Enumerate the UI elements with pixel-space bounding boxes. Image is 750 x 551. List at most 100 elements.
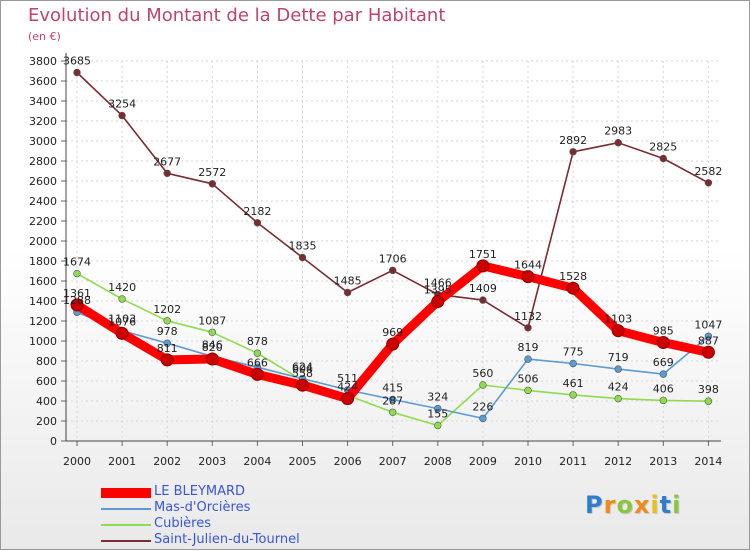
y-tick-label: 2800 [29,155,57,168]
data-point [614,139,622,147]
data-label: 226 [472,400,493,413]
data-label: 1395 [424,284,452,297]
data-point [434,421,442,430]
data-label: 1835 [289,240,317,253]
data-point [524,355,532,363]
data-point [569,391,577,399]
y-tick-label: 1200 [29,315,57,328]
legend-label: Mas-d'Orcières [154,500,251,515]
x-tick-label: 2002 [153,455,181,468]
data-label: 287 [382,394,403,407]
data-label: 461 [563,377,584,390]
x-tick-label: 2012 [604,455,632,468]
x-tick-label: 2006 [334,455,362,468]
data-label: 669 [653,356,674,369]
data-point [73,68,81,77]
data-label: 1751 [469,248,497,261]
data-label: 406 [653,382,674,395]
data-point [118,111,126,120]
data-point [431,295,445,308]
data-point [659,154,667,163]
data-point [163,339,171,347]
data-label: 2983 [604,125,632,138]
data-point [704,179,713,187]
data-label: 1485 [334,275,362,288]
data-point [569,359,577,368]
data-label: 415 [382,382,403,395]
data-point [253,219,262,227]
data-point [343,288,352,297]
data-label: 1288 [63,294,91,307]
data-label: 775 [563,346,584,359]
data-point [614,365,622,373]
data-label: 398 [698,383,719,396]
data-point [163,317,171,325]
data-label: 3685 [63,55,91,68]
data-label: 819 [518,341,539,354]
x-tick-label: 2005 [289,455,317,468]
series-line-saint-julien-du-tournel [76,71,710,329]
x-tick-label: 2014 [694,455,722,468]
data-label: 506 [518,372,539,385]
x-tick-label: 2011 [559,455,587,468]
data-point [386,337,400,351]
data-point [389,266,397,275]
data-point [656,336,670,349]
data-point [389,408,397,416]
data-label: 887 [698,334,719,347]
legend-swatch [101,524,151,526]
data-label: 1706 [379,252,407,265]
legend-swatch [101,540,151,542]
data-point [160,353,174,367]
data-label: 1103 [108,313,136,326]
data-point [704,332,713,340]
y-tick-label: 2200 [29,215,57,228]
y-tick-label: 200 [36,415,57,428]
data-label: 978 [157,325,178,338]
legend-label: Cubières [154,516,212,531]
data-point [389,395,397,404]
data-point [704,397,713,405]
data-point [569,148,577,156]
data-label: 666 [247,356,268,369]
data-label: 424 [608,381,629,394]
data-label: 424 [337,381,358,394]
data-point [614,394,622,403]
y-tick-label: 800 [36,355,57,368]
data-point [566,281,580,295]
data-label: 1420 [108,281,136,294]
legend-label: LE BLEYMARD [154,484,246,499]
data-label: 560 [472,367,493,380]
data-label: 1409 [469,282,497,295]
data-point [479,414,487,423]
data-label: 1644 [514,259,542,272]
data-point [479,296,487,304]
y-tick-label: 1400 [29,295,57,308]
series-group: 1361 1076 811 820 666 558 424 969 1395 1751 1644 15… [63,55,722,430]
data-point [659,396,667,405]
y-tick-label: 3600 [29,75,57,88]
x-tick-label: 2007 [379,455,407,468]
data-point [208,180,217,188]
data-label: 1103 [604,313,632,326]
chart-unit: (en €) [28,30,61,43]
data-point [524,386,532,395]
y-tick-label: 1600 [29,275,57,288]
data-label: 811 [157,342,178,355]
data-point [70,298,84,312]
data-label: 2572 [198,166,226,179]
y-tick-label: 2400 [29,195,57,208]
data-label: 1087 [198,314,226,327]
data-point [115,326,129,340]
data-point [163,169,171,178]
x-tick-label: 2009 [469,455,497,468]
data-point [253,349,262,357]
legend-label: Saint-Julien-du-Tournel [154,532,300,547]
data-label: 3254 [108,98,136,111]
data-label: 1528 [559,270,587,283]
data-label: 1674 [63,256,91,269]
data-label: 1466 [424,276,452,289]
x-tick-label: 2003 [198,455,226,468]
data-label: 2677 [153,155,181,168]
